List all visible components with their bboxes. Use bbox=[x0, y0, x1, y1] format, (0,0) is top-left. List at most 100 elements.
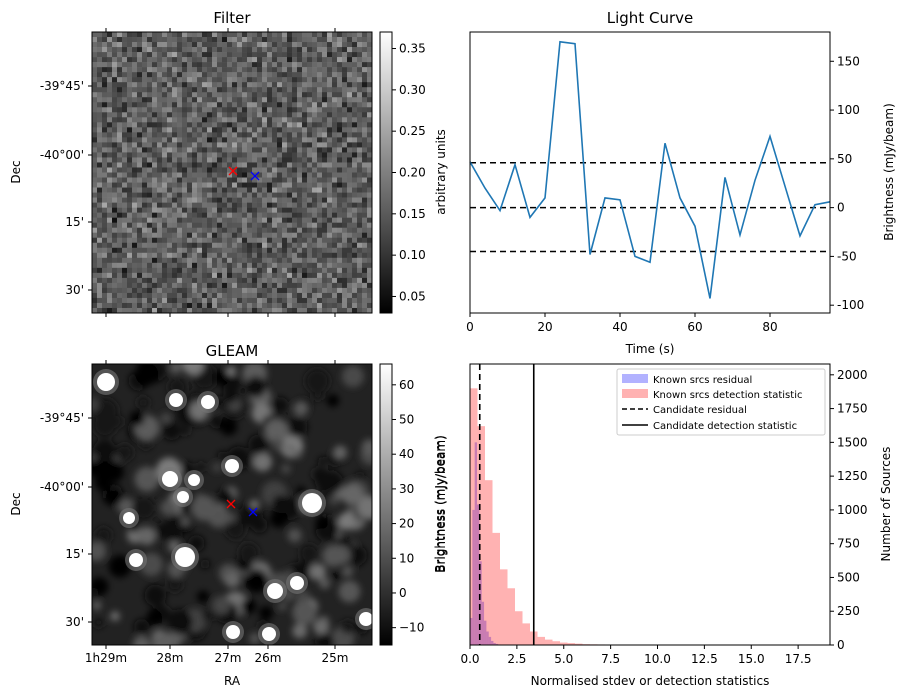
gleam-noise-blob bbox=[160, 412, 172, 424]
gleam-source bbox=[201, 395, 215, 409]
gleam-source bbox=[175, 547, 195, 567]
residual-bar bbox=[491, 640, 494, 645]
lightcurve-y-tick-label: 0 bbox=[837, 201, 845, 215]
lightcurve-y-label: Brightness (mJy/beam) bbox=[882, 103, 896, 241]
lightcurve-y-tick-label: -50 bbox=[837, 249, 857, 263]
histogram-y-tick-label: 1250 bbox=[837, 469, 868, 483]
residual-bar bbox=[495, 643, 499, 645]
filter-panel: Filter -39°45' -40°00' 15' 30' Dec 0.05 0.10… bbox=[9, 9, 448, 317]
gleam-noise-blob bbox=[191, 495, 217, 521]
residual-bar bbox=[488, 636, 492, 645]
gleam-x-tick-label: 1h29m bbox=[85, 651, 127, 665]
filter-frame bbox=[91, 31, 373, 314]
residual-bar bbox=[470, 617, 473, 645]
detection-bar bbox=[515, 611, 523, 645]
gleam-panel: GLEAM 1h29m 28m 27m 26m 25m -39°45' -40°00' 15… bbox=[9, 342, 448, 688]
gleam-noise-blob bbox=[271, 397, 289, 414]
gleam-noise-blob bbox=[180, 426, 190, 436]
gleam-colorbar-label: Brightness (mJy/beam) bbox=[434, 435, 448, 573]
gleam-noise-blob bbox=[116, 443, 134, 462]
histogram-y-label: Number of Sources bbox=[879, 447, 893, 562]
gleam-noise-blob bbox=[357, 496, 372, 519]
gleam-noise-blob bbox=[106, 490, 121, 504]
gleam-x-label: RA bbox=[224, 674, 241, 688]
gleam-noise-blob bbox=[93, 616, 105, 628]
histogram-y-tick-label: 750 bbox=[837, 537, 860, 551]
gleam-source bbox=[123, 512, 135, 524]
histogram-x-tick-label: 7.5 bbox=[601, 652, 620, 666]
filter-image bbox=[92, 32, 373, 314]
gleam-source bbox=[225, 459, 239, 473]
lightcurve-x-tick-label: 0 bbox=[466, 320, 474, 334]
filter-x-ticks bbox=[105, 28, 336, 317]
gleam-noise-blob bbox=[167, 609, 193, 635]
gleam-x-tick-label: 26m bbox=[255, 651, 282, 665]
gleam-noise-blob bbox=[244, 569, 269, 593]
lightcurve-y-tick-label: 150 bbox=[837, 54, 860, 68]
filter-marker-red-x-b bbox=[228, 166, 238, 176]
detection-bar bbox=[522, 623, 530, 645]
gleam-noise-blob bbox=[137, 526, 157, 546]
histogram-y-tick-label: 2000 bbox=[837, 368, 868, 382]
gleam-noise-blob bbox=[309, 563, 326, 580]
gleam-noise-blob bbox=[95, 527, 112, 544]
gleam-noise-blob bbox=[293, 401, 308, 416]
gleam-colorbar-tick-label: 10 bbox=[399, 551, 414, 565]
gleam-noise-blob bbox=[292, 623, 308, 639]
gleam-noise-blob bbox=[169, 364, 182, 374]
filter-markers bbox=[228, 166, 260, 181]
detection-bar bbox=[567, 643, 575, 645]
gleam-source bbox=[267, 583, 283, 599]
filter-y-tick-label: 15' bbox=[65, 215, 84, 229]
gleam-noise-blob bbox=[271, 495, 290, 514]
gleam-noise-blob bbox=[287, 528, 302, 543]
detection-bar bbox=[537, 636, 545, 645]
detection-bar bbox=[560, 642, 568, 645]
gleam-noise-blob bbox=[304, 368, 330, 394]
lightcurve-x-label: Time (s) bbox=[625, 342, 675, 356]
filter-y-tick-label: -39°45' bbox=[40, 79, 84, 93]
filter-colorbar-ticks: 0.05 0.10 0.15 0.20 0.25 0.30 0.35 bbox=[392, 42, 426, 303]
gleam-noise-blob bbox=[287, 417, 308, 438]
gleam-y-tick-label: 30' bbox=[65, 615, 84, 629]
gleam-noise-blob bbox=[151, 633, 173, 645]
residual-bar bbox=[479, 561, 482, 645]
gleam-noise-blob bbox=[196, 590, 210, 603]
gleam-noise-blob bbox=[166, 515, 182, 531]
gleam-source bbox=[97, 373, 115, 391]
lightcurve-y-tick-label: 50 bbox=[837, 152, 852, 166]
filter-colorbar-label: arbitrary units bbox=[434, 129, 448, 215]
gleam-noise-blob bbox=[333, 445, 347, 459]
legend-swatch-residual bbox=[622, 374, 648, 383]
gleam-noise-blob bbox=[329, 495, 339, 506]
legend-box bbox=[616, 368, 826, 436]
histogram-candidate-lines bbox=[478, 364, 535, 645]
gleam-noise-blob bbox=[318, 577, 331, 589]
gleam-noise-blob bbox=[92, 413, 117, 438]
gleam-noise-blob bbox=[315, 633, 335, 645]
gleam-markers bbox=[226, 499, 258, 517]
histogram-y-tick-label: 1500 bbox=[837, 435, 868, 449]
gleam-noise-blob bbox=[144, 584, 167, 607]
histogram-panel: 0.0 2.5 5.0 7.5 10.0 12.5 15.0 17.5 0 250 500 750 1… bbox=[433, 363, 893, 688]
gleam-colorbar-tick-label: 30 bbox=[399, 482, 414, 496]
gleam-noise-blob bbox=[167, 576, 183, 593]
lightcurve-x-tick-label: 40 bbox=[612, 320, 627, 334]
legend-label-residual: Known srcs residual bbox=[653, 375, 752, 386]
gleam-noise-blob bbox=[200, 559, 210, 569]
gleam-noise-blob bbox=[318, 616, 329, 627]
gleam-title: GLEAM bbox=[206, 342, 259, 360]
residual-bar bbox=[474, 442, 478, 645]
gleam-y-tick-label: -39°45' bbox=[40, 411, 84, 425]
gleam-noise-blob bbox=[92, 397, 100, 412]
gleam-noise-blob bbox=[134, 619, 150, 635]
detection-bar bbox=[575, 643, 583, 645]
gleam-colorbar-tick-label: 20 bbox=[399, 517, 414, 531]
gleam-colorbar-ticks: −10 0 10 20 30 40 50 60 bbox=[392, 378, 424, 635]
gleam-y-tick-label: 15' bbox=[65, 547, 84, 561]
detection-bar bbox=[545, 639, 553, 645]
gleam-source bbox=[177, 491, 189, 503]
histogram-y-tick-label: 1750 bbox=[837, 402, 868, 416]
histogram-x-tick-label: 5.0 bbox=[554, 652, 573, 666]
detection-bar bbox=[485, 480, 493, 645]
